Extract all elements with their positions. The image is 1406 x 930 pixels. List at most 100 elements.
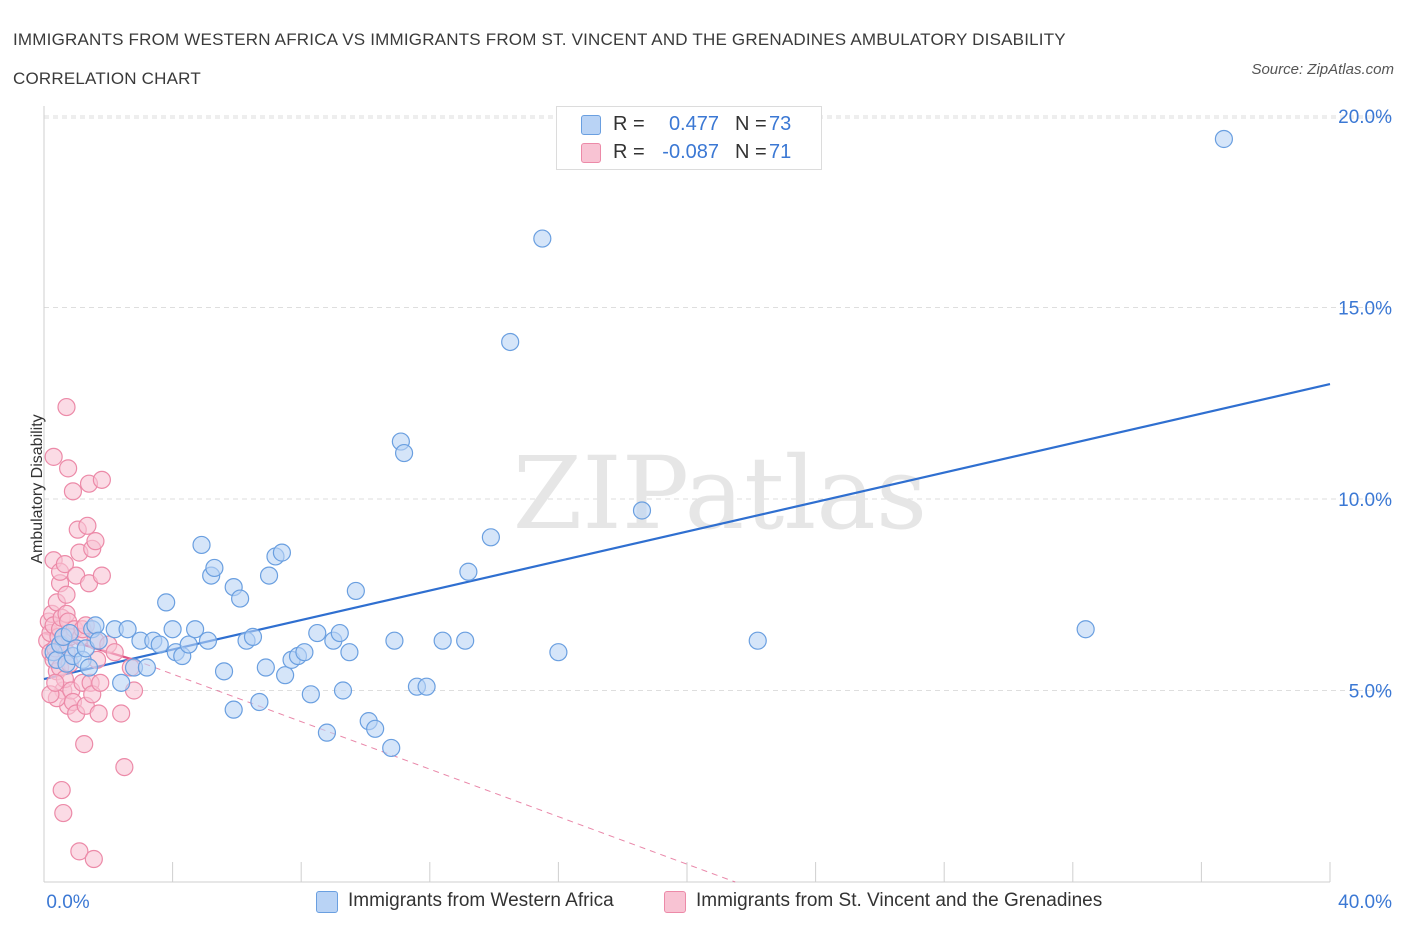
pink-data-point	[63, 482, 83, 501]
pink-data-point	[75, 735, 94, 754]
blue-data-point	[385, 631, 404, 650]
blue-trend-line	[43, 383, 1331, 681]
pink-data-point	[91, 673, 110, 692]
blue-data-point	[60, 623, 79, 643]
pink-data-point	[44, 447, 63, 466]
blue-data-point	[186, 620, 205, 639]
blue-data-point	[259, 566, 279, 585]
blue-series-points	[44, 129, 1234, 758]
pink-data-point	[46, 673, 65, 692]
blue-data-point	[163, 620, 182, 639]
source-note: Source: ZipAtlas.com	[1251, 61, 1394, 78]
bottom-legend-label-pink: Immigrants from St. Vincent and the Gren…	[696, 890, 1103, 911]
y-axis-label-wrap: Ambulatory Disability	[18, 390, 46, 590]
blue-data-point	[295, 643, 314, 662]
pink-data-point	[57, 585, 76, 604]
pink-data-point	[115, 757, 134, 777]
legend-r-value: 0.477	[668, 113, 719, 135]
pink-data-point	[86, 532, 105, 551]
blue-data-point	[256, 658, 275, 677]
blue-data-point	[459, 562, 478, 581]
bottom-legend-swatch-blue	[316, 891, 338, 913]
blue-data-point	[150, 635, 169, 654]
pink-data-point	[92, 566, 111, 585]
blue-data-point	[317, 723, 337, 742]
axes	[43, 106, 1331, 883]
legend-n-label: N =	[735, 141, 767, 163]
legend-swatch-blue	[581, 115, 601, 135]
blue-data-point	[549, 643, 568, 662]
blue-data-point	[366, 719, 385, 738]
legend-n-value: 73	[769, 113, 792, 135]
blue-data-point	[272, 543, 292, 562]
blue-data-point	[333, 681, 353, 700]
bottom-legend-label-blue: Immigrants from Western Africa	[348, 890, 614, 911]
blue-data-point	[192, 535, 211, 555]
blue-data-point	[394, 443, 414, 463]
legend-n-value: 71	[769, 141, 792, 163]
blue-data-point	[382, 738, 401, 758]
blue-data-point	[205, 558, 224, 578]
pink-data-point	[54, 803, 73, 823]
blue-data-point	[1214, 129, 1234, 149]
pink-data-point	[84, 849, 103, 869]
pink-trend-extension	[133, 659, 736, 883]
chart-title: IMMIGRANTS FROM WESTERN AFRICA VS IMMIGR…	[13, 30, 1066, 88]
blue-data-point	[224, 700, 243, 719]
stats-legend: R = 0.477 N = 73 R = -0.087 N = 71	[556, 106, 822, 170]
pink-data-point	[89, 704, 108, 723]
blue-data-point	[118, 620, 137, 639]
blue-data-point	[137, 658, 156, 677]
pink-data-point	[52, 780, 71, 800]
blue-data-point	[748, 631, 767, 650]
y-tick-label: 20.0%	[1338, 107, 1392, 128]
x-tick-label: 0.0%	[46, 892, 89, 913]
bottom-legend-swatch-pink	[664, 891, 686, 913]
y-tick-label: 15.0%	[1338, 299, 1392, 320]
blue-data-point	[340, 643, 359, 662]
pink-data-point	[57, 397, 76, 417]
blue-data-point	[112, 673, 131, 692]
pink-data-point	[105, 643, 124, 662]
blue-data-point	[481, 528, 500, 547]
legend-n-label: N =	[735, 113, 767, 135]
pink-data-point	[92, 470, 111, 489]
blue-data-point	[1076, 620, 1095, 639]
blue-data-point	[417, 677, 436, 696]
y-tick-label: 5.0%	[1349, 682, 1392, 703]
watermark: ZIPatlas	[513, 435, 928, 552]
pink-data-point	[55, 555, 74, 574]
blue-data-point	[214, 662, 234, 681]
tick-labels: 5.0% 10.0% 15.0% 20.0% 0.0% 40.0%	[46, 107, 1392, 913]
blue-data-point	[308, 623, 327, 643]
blue-data-point	[86, 616, 105, 635]
blue-data-point	[179, 635, 198, 654]
pink-data-point	[112, 704, 131, 723]
blue-data-point	[89, 631, 108, 650]
blue-data-point	[198, 631, 218, 650]
legend-r-value: -0.087	[662, 141, 719, 163]
legend-r-label: R =	[613, 113, 645, 135]
pink-data-point	[70, 842, 89, 861]
blue-data-point	[501, 332, 520, 352]
blue-data-point	[301, 685, 320, 704]
legend-r-label: R =	[613, 141, 645, 163]
blue-data-point	[456, 631, 475, 650]
blue-data-point	[157, 593, 176, 612]
blue-data-point	[346, 581, 365, 601]
blue-data-point	[533, 229, 552, 248]
blue-data-point	[330, 623, 349, 643]
blue-data-point	[276, 666, 295, 685]
legend-swatch-pink	[581, 143, 601, 163]
pink-data-point	[78, 516, 97, 535]
x-tick-label: 40.0%	[1338, 892, 1392, 913]
y-tick-label: 10.0%	[1338, 490, 1392, 511]
y-axis-label: Ambulatory Disability	[29, 414, 46, 564]
blue-data-point	[250, 692, 269, 712]
pink-data-point	[59, 459, 78, 478]
blue-data-point	[243, 627, 263, 646]
blue-data-point	[433, 631, 452, 650]
blue-data-point	[231, 589, 250, 608]
blue-data-point	[632, 501, 652, 520]
